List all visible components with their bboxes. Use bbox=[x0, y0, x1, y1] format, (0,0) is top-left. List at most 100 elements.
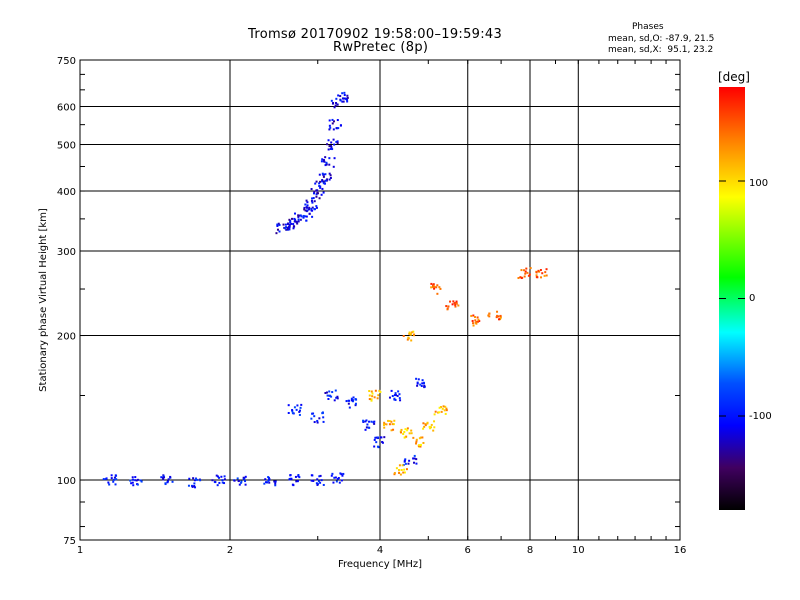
data-point bbox=[291, 410, 294, 413]
data-point bbox=[430, 282, 433, 285]
data-point bbox=[385, 423, 388, 426]
data-point bbox=[321, 179, 324, 182]
data-point bbox=[305, 199, 308, 202]
data-point bbox=[342, 100, 345, 103]
data-point bbox=[336, 397, 339, 400]
data-point bbox=[333, 106, 336, 109]
data-point bbox=[238, 483, 241, 486]
data-point bbox=[284, 223, 287, 226]
data-point bbox=[113, 476, 116, 479]
data-point bbox=[131, 476, 134, 479]
data-point bbox=[388, 396, 391, 399]
data-point bbox=[291, 412, 294, 415]
data-point bbox=[346, 94, 349, 97]
data-point bbox=[383, 436, 386, 439]
x-tick-label: 8 bbox=[527, 545, 533, 556]
data-point bbox=[445, 409, 448, 412]
y-tick-label: 500 bbox=[57, 141, 76, 152]
data-point bbox=[289, 474, 292, 477]
data-point bbox=[544, 271, 547, 274]
data-point bbox=[497, 315, 500, 318]
data-point bbox=[331, 148, 334, 151]
data-point bbox=[370, 398, 373, 401]
data-point bbox=[267, 476, 270, 479]
data-point bbox=[393, 398, 396, 401]
data-point bbox=[428, 425, 431, 428]
data-point bbox=[310, 188, 313, 191]
data-point bbox=[335, 140, 338, 143]
data-point bbox=[314, 182, 317, 185]
data-point bbox=[276, 228, 279, 231]
data-point bbox=[472, 314, 475, 317]
data-point bbox=[308, 208, 311, 211]
data-point bbox=[388, 420, 391, 423]
data-point bbox=[400, 431, 403, 434]
data-point bbox=[308, 206, 311, 209]
data-point bbox=[374, 389, 377, 392]
data-point bbox=[315, 206, 318, 209]
data-point bbox=[305, 206, 308, 209]
grid bbox=[79, 59, 681, 540]
data-point bbox=[470, 314, 473, 317]
data-point bbox=[299, 409, 302, 412]
data-point bbox=[379, 436, 382, 439]
x-tick-label: 1 bbox=[77, 545, 83, 556]
data-point bbox=[421, 382, 424, 385]
data-point bbox=[399, 399, 402, 402]
data-point bbox=[373, 438, 376, 441]
data-point bbox=[415, 442, 418, 445]
data-point bbox=[112, 478, 115, 481]
data-point bbox=[329, 147, 332, 150]
data-point bbox=[535, 271, 538, 274]
data-point bbox=[413, 454, 416, 457]
data-point bbox=[304, 209, 307, 212]
data-point bbox=[477, 320, 480, 323]
data-point bbox=[392, 423, 395, 426]
data-point bbox=[326, 178, 329, 181]
data-point bbox=[323, 182, 326, 185]
data-point bbox=[322, 182, 325, 185]
x-tick-label: 2 bbox=[227, 545, 233, 556]
data-point bbox=[433, 413, 436, 416]
data-point bbox=[328, 119, 331, 122]
data-point bbox=[297, 475, 300, 478]
data-point bbox=[244, 475, 247, 478]
data-point bbox=[322, 191, 325, 194]
data-point bbox=[329, 176, 332, 179]
data-point bbox=[415, 458, 418, 461]
data-point bbox=[332, 101, 335, 104]
data-point bbox=[242, 476, 245, 479]
data-point bbox=[334, 389, 337, 392]
data-point bbox=[432, 283, 435, 286]
data-point bbox=[311, 215, 314, 218]
data-point bbox=[423, 384, 426, 387]
data-point bbox=[472, 322, 475, 325]
data-point bbox=[413, 457, 416, 460]
x-tick-label: 4 bbox=[377, 545, 383, 556]
data-point bbox=[330, 146, 333, 149]
data-point bbox=[242, 477, 245, 480]
data-point bbox=[169, 475, 172, 478]
data-point bbox=[388, 423, 391, 426]
data-point bbox=[326, 143, 329, 146]
data-point bbox=[295, 220, 298, 223]
x-tick-label: 16 bbox=[674, 545, 687, 556]
data-point bbox=[244, 480, 247, 483]
data-point bbox=[370, 420, 373, 423]
data-point bbox=[211, 479, 214, 482]
data-point bbox=[304, 215, 307, 218]
data-point bbox=[362, 419, 365, 422]
data-point bbox=[335, 102, 338, 105]
data-point bbox=[416, 382, 419, 385]
data-point bbox=[338, 481, 341, 484]
data-point bbox=[278, 223, 281, 226]
data-point bbox=[297, 214, 300, 217]
data-point bbox=[134, 479, 137, 482]
data-point bbox=[297, 220, 300, 223]
data-point bbox=[319, 180, 322, 183]
data-point bbox=[331, 472, 334, 475]
data-point bbox=[218, 481, 221, 484]
data-point bbox=[221, 479, 224, 482]
data-point bbox=[221, 481, 224, 484]
data-point bbox=[398, 469, 401, 472]
